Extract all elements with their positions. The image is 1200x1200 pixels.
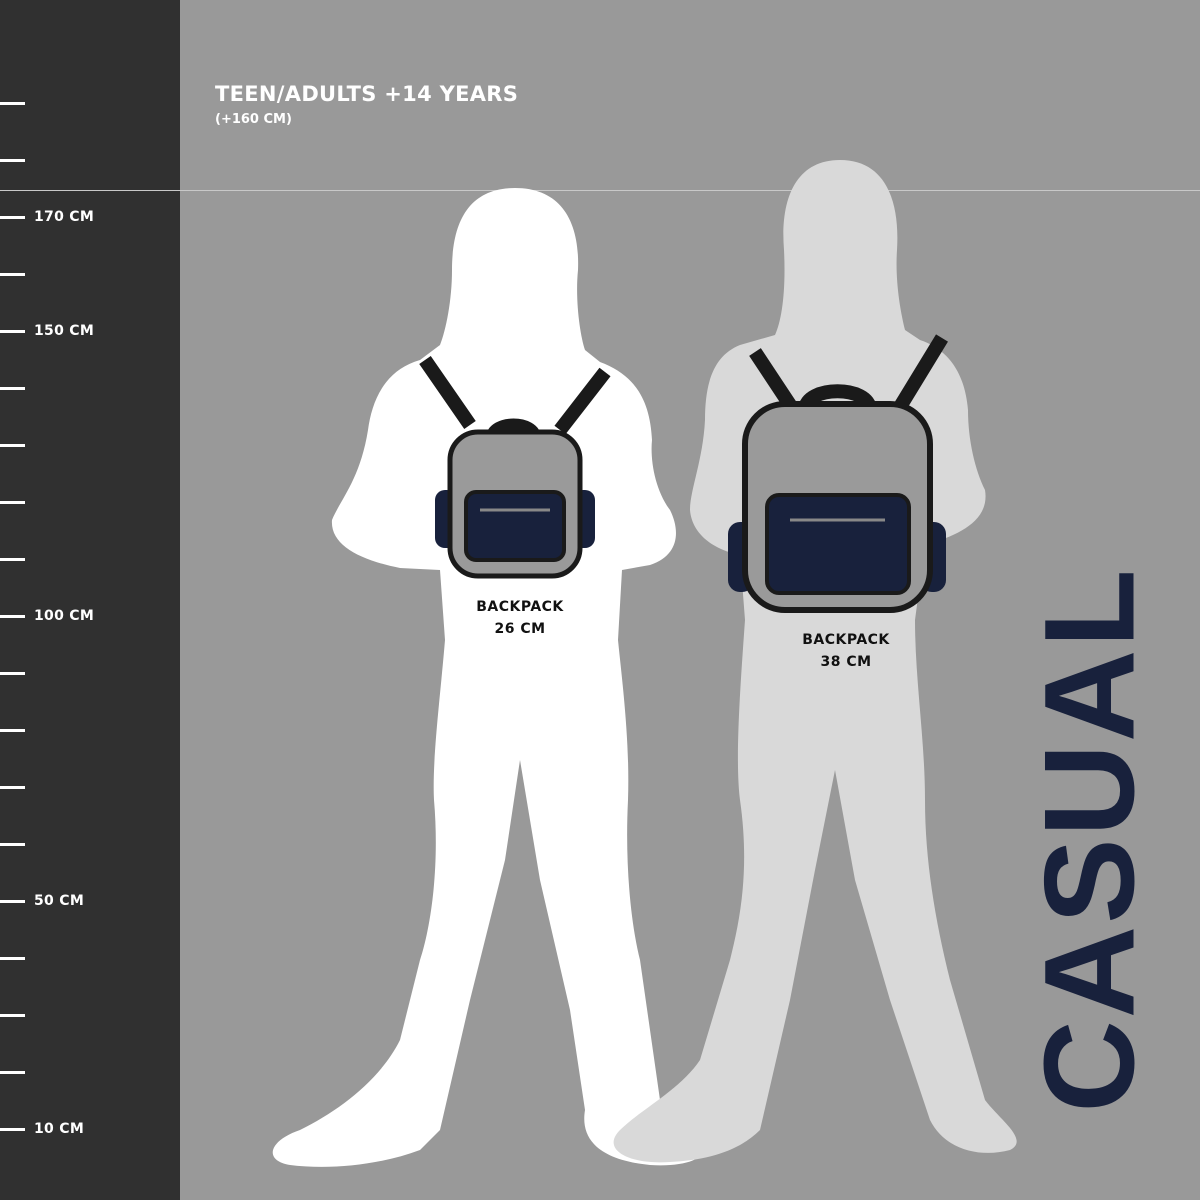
ruler-tick <box>0 102 25 105</box>
ruler-tick <box>0 672 25 675</box>
ruler-label: 150 CM <box>34 323 95 339</box>
height-ruler: 170 CM 150 CM 100 CM 50 CM 10 CM <box>0 0 180 1200</box>
header-title: TEEN/ADULTS +14 YEARS <box>215 82 519 106</box>
ruler-tick <box>0 786 25 789</box>
backpack-small-label: BACKPACK 26 CM <box>460 596 580 640</box>
ruler-tick <box>0 501 25 504</box>
ruler-tick <box>0 843 25 846</box>
ruler-tick <box>0 1128 25 1131</box>
ruler-tick <box>0 273 25 276</box>
backpack-small <box>419 356 611 579</box>
ruler-tick <box>0 1014 25 1017</box>
ruler-tick <box>0 957 25 960</box>
backpack-large-size: 38 CM <box>820 654 872 670</box>
backpack-large <box>728 334 948 613</box>
ruler-label: 50 CM <box>34 893 85 909</box>
backpack-large-name: BACKPACK <box>802 632 890 648</box>
backpack-small-name: BACKPACK <box>476 599 564 615</box>
header-subtitle: (+160 CM) <box>215 112 292 127</box>
ruler-tick <box>0 444 25 447</box>
ruler-tick <box>0 387 25 390</box>
ruler-label: 170 CM <box>34 209 95 225</box>
ruler-tick <box>0 159 25 162</box>
ruler-tick <box>0 729 25 732</box>
ruler-tick <box>0 615 25 618</box>
ruler-label: 10 CM <box>34 1121 85 1137</box>
ruler-tick <box>0 558 25 561</box>
backpack-large-label: BACKPACK 38 CM <box>786 629 906 673</box>
ruler-tick <box>0 330 25 333</box>
brand-word-casual: CASUAL <box>1018 567 1162 1113</box>
backpack-small-size: 26 CM <box>494 621 546 637</box>
ruler-tick <box>0 216 25 219</box>
figure-left-silhouette <box>272 188 705 1167</box>
ruler-tick <box>0 1071 25 1074</box>
ruler-label: 100 CM <box>34 608 95 624</box>
height-reference-line <box>0 190 1200 191</box>
ruler-tick <box>0 900 25 903</box>
